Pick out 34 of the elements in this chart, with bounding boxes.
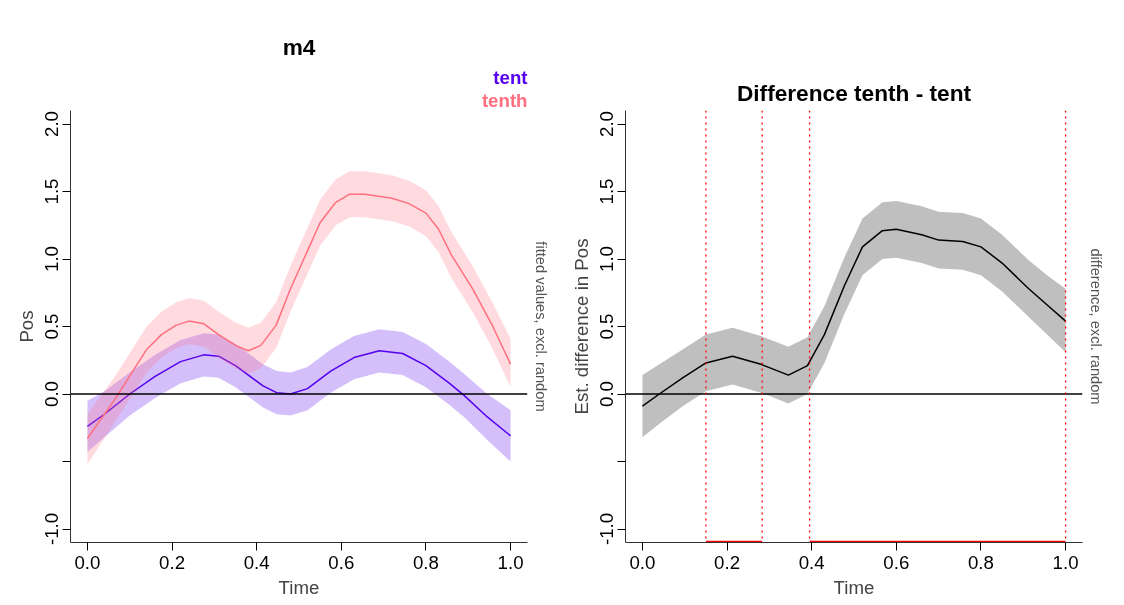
y-tick-label: 0.0 — [40, 381, 62, 407]
y-tick-label: 0.0 — [595, 381, 617, 407]
text: difference, excl. random — [1087, 248, 1104, 405]
x-tick-label: 0.4 — [243, 551, 270, 573]
y-tick-label: -1.0 — [595, 512, 617, 546]
y-tick-label: 1.0 — [40, 246, 62, 272]
y-axis-title: Est. difference in Pos — [570, 238, 592, 415]
x-tick-label: 1.0 — [1052, 551, 1079, 573]
x-axis-title: Time — [278, 576, 320, 598]
x-tick-label: 0.2 — [159, 551, 186, 573]
x-tick-label: 1.0 — [497, 551, 524, 573]
text: tenth — [481, 89, 528, 111]
y-tick-label: 1.5 — [40, 178, 62, 205]
x-tick-label: 0.0 — [74, 551, 101, 573]
x-tick-label: 0.6 — [883, 551, 910, 573]
chart-title: Difference tenth - tent — [736, 79, 972, 106]
chart-title: m4 — [282, 33, 316, 60]
text: fitted values, excl. random — [532, 241, 549, 412]
y-tick-label: 1.0 — [595, 246, 617, 272]
x-tick-label: 0.2 — [714, 551, 741, 573]
x-tick-label: 0.8 — [967, 551, 994, 573]
y-tick-label: 2.0 — [595, 111, 617, 137]
x-tick-label: 0.6 — [328, 551, 355, 573]
y-tick-label: 1.5 — [595, 178, 617, 205]
x-tick-label: 0.4 — [798, 551, 825, 573]
x-tick-label: 0.0 — [629, 551, 656, 573]
y-axis-title: Pos — [15, 310, 37, 343]
y-tick-label: 0.5 — [40, 313, 62, 340]
y-tick-label: 0.5 — [595, 313, 617, 340]
y-tick-label: -1.0 — [40, 512, 62, 546]
x-axis-title: Time — [833, 576, 875, 598]
x-tick-label: 0.8 — [412, 551, 439, 573]
y-tick-label: 2.0 — [40, 111, 62, 137]
text: tent — [493, 66, 528, 88]
